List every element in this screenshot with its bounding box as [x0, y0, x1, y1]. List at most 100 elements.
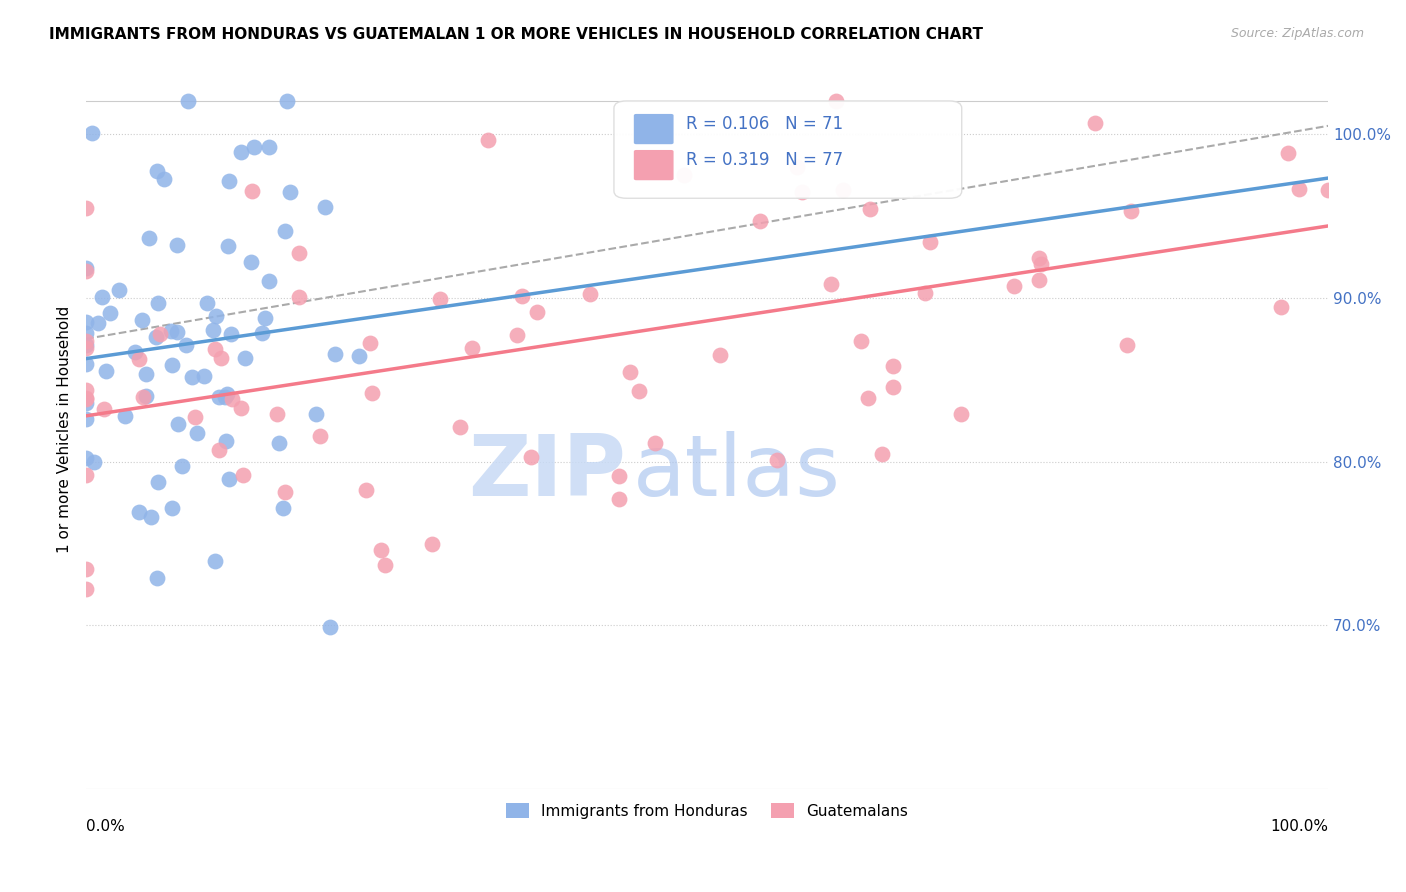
Point: [273, 485, 295, 500]
Point: [148, 327, 170, 342]
Point: [308, 429, 330, 443]
Point: [654, 163, 676, 178]
Point: [271, 501, 294, 516]
Point: [114, 409, 136, 423]
Point: [644, 436, 666, 450]
Point: [75, 384, 97, 398]
Point: [825, 95, 848, 109]
Point: [370, 543, 392, 558]
Point: [851, 334, 873, 348]
Legend: Immigrants from Honduras, Guatemalans: Immigrants from Honduras, Guatemalans: [501, 797, 914, 825]
Point: [75, 391, 97, 405]
Point: [138, 231, 160, 245]
Point: [347, 349, 370, 363]
Point: [217, 239, 239, 253]
Point: [461, 341, 484, 355]
Point: [374, 558, 396, 572]
Point: [918, 235, 941, 250]
Point: [1277, 146, 1299, 161]
Point: [233, 351, 256, 365]
Point: [832, 183, 855, 197]
Point: [856, 391, 879, 405]
Point: [1116, 337, 1139, 351]
Text: R = 0.106   N = 71: R = 0.106 N = 71: [686, 115, 844, 133]
Point: [174, 337, 197, 351]
FancyBboxPatch shape: [634, 150, 673, 180]
Point: [1084, 116, 1107, 130]
Point: [709, 348, 731, 362]
Point: [520, 450, 543, 464]
Point: [204, 554, 226, 568]
Point: [139, 510, 162, 524]
Point: [204, 342, 226, 356]
Point: [267, 436, 290, 450]
Point: [672, 168, 695, 182]
FancyBboxPatch shape: [614, 101, 962, 198]
Point: [87, 316, 110, 330]
Text: R = 0.319   N = 77: R = 0.319 N = 77: [686, 151, 844, 169]
Point: [75, 334, 97, 348]
Point: [749, 214, 772, 228]
Point: [75, 326, 97, 340]
Point: [319, 620, 342, 634]
Point: [160, 324, 183, 338]
Point: [90, 290, 112, 304]
Point: [259, 274, 281, 288]
Point: [218, 472, 240, 486]
Point: [360, 386, 382, 401]
Point: [131, 313, 153, 327]
Point: [359, 336, 381, 351]
Point: [429, 292, 451, 306]
Point: [766, 452, 789, 467]
Point: [201, 323, 224, 337]
Point: [859, 202, 882, 216]
Point: [627, 384, 650, 399]
Point: [882, 380, 904, 394]
Point: [240, 184, 263, 198]
Point: [177, 95, 200, 109]
Point: [108, 283, 131, 297]
Point: [128, 351, 150, 366]
Point: [166, 238, 188, 252]
Point: [218, 174, 240, 188]
Point: [75, 201, 97, 215]
Point: [186, 426, 208, 441]
Point: [356, 483, 378, 497]
Point: [83, 454, 105, 468]
Point: [219, 326, 242, 341]
Text: Source: ZipAtlas.com: Source: ZipAtlas.com: [1230, 27, 1364, 40]
Point: [75, 392, 97, 406]
Point: [170, 458, 193, 473]
Point: [75, 562, 97, 576]
Point: [75, 341, 97, 355]
Point: [323, 347, 346, 361]
Point: [94, 364, 117, 378]
Text: ZIP: ZIP: [468, 431, 626, 514]
Point: [274, 224, 297, 238]
Point: [229, 401, 252, 415]
Point: [80, 126, 103, 140]
Point: [93, 402, 115, 417]
Point: [167, 417, 190, 431]
Point: [162, 501, 184, 516]
Point: [232, 467, 254, 482]
Point: [1119, 203, 1142, 218]
Point: [124, 344, 146, 359]
Point: [1029, 256, 1052, 270]
Point: [75, 357, 97, 371]
Point: [619, 365, 641, 379]
Point: [229, 145, 252, 160]
Point: [257, 140, 280, 154]
Point: [250, 326, 273, 340]
Point: [75, 338, 97, 352]
Point: [266, 407, 288, 421]
Point: [75, 468, 97, 483]
Point: [579, 287, 602, 301]
Point: [1028, 273, 1050, 287]
Point: [477, 132, 499, 146]
Point: [420, 536, 443, 550]
Text: IMMIGRANTS FROM HONDURAS VS GUATEMALAN 1 OR MORE VEHICLES IN HOUSEHOLD CORRELATI: IMMIGRANTS FROM HONDURAS VS GUATEMALAN 1…: [49, 27, 983, 42]
Point: [197, 295, 219, 310]
Point: [914, 286, 936, 301]
Point: [75, 261, 97, 276]
